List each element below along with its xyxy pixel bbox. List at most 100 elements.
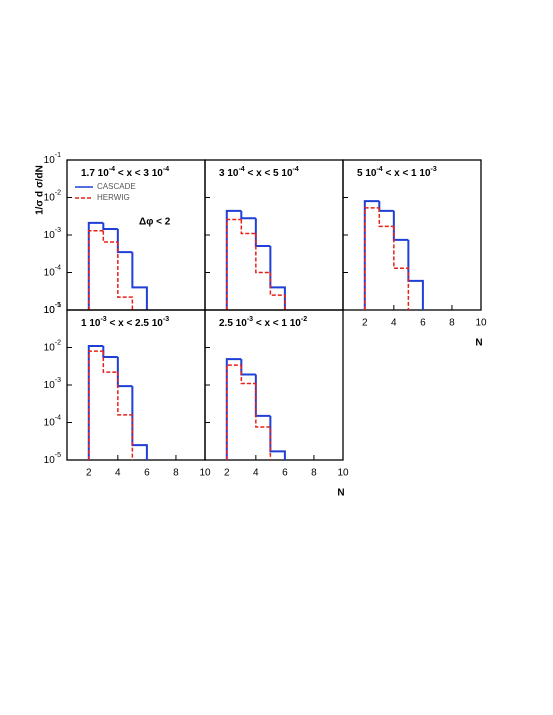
title-text: < x < 1 10: [253, 318, 301, 329]
panel-title: 1.7 10-4 < x < 3 10-4: [81, 166, 169, 179]
y-axis-label: 1/σ d σ/dN: [35, 165, 46, 215]
title-text: 5 10: [357, 168, 377, 179]
title-text: < x < 1 10: [383, 168, 431, 179]
histogram-bin: [392, 210, 409, 241]
panel-frame: [204, 309, 344, 461]
panel-title: 3 10-4 < x < 5 10-4: [219, 166, 299, 179]
panel-title: 2.5 10-3 < x < 1 10-2: [219, 316, 307, 329]
histogram-bin: [87, 221, 104, 310]
x-tick-label: 4: [115, 468, 121, 479]
panel-frame: [66, 309, 206, 461]
histogram-bin: [88, 350, 104, 460]
histogram-bin: [378, 201, 394, 212]
title-exponent: -3: [163, 316, 169, 323]
y-tick-base: 10: [44, 417, 56, 428]
histogram-bin: [131, 386, 148, 460]
y-tick-base: 10: [44, 267, 56, 278]
title-text: 1.7 10: [81, 168, 109, 179]
histogram-bin: [225, 209, 242, 310]
histogram-bin: [378, 207, 394, 228]
panel-title: 1 10-3 < x < 2.5 10-3: [81, 316, 169, 329]
histogram-bin: [240, 219, 256, 235]
annotation: Δφ < 2: [139, 217, 171, 228]
x-tick-label: 2: [86, 468, 92, 479]
histogram-bin: [255, 233, 271, 274]
y-tick-label: 10-2: [44, 339, 61, 353]
histogram-bin: [102, 222, 118, 230]
y-tick-exponent: -5: [55, 452, 61, 459]
y-tick-base: 10: [44, 455, 56, 466]
histogram-bin: [131, 252, 148, 310]
histogram-bin: [117, 242, 134, 310]
histogram-bin: [102, 230, 118, 243]
x-tick-label: 8: [311, 468, 317, 479]
title-exponent: -4: [376, 166, 382, 173]
y-tick-label: 10-4: [44, 414, 61, 428]
x-tick-label: 4: [253, 468, 259, 479]
x-tick-label: 6: [282, 468, 288, 479]
y-tick-label: 10-5: [44, 452, 61, 466]
x-tick-label: 2: [224, 468, 230, 479]
y-tick-label: 10-5: [44, 302, 61, 316]
title-text: 1 10: [81, 318, 101, 329]
y-tick-label: 10-1: [44, 302, 61, 316]
title-text: < x < 5 10: [245, 168, 293, 179]
x-tick-label: 10: [475, 318, 487, 329]
histogram-bin: [88, 229, 104, 310]
y-tick-base: 10: [44, 192, 56, 203]
x-tick-label: 10: [337, 468, 349, 479]
y-tick-label: 10-2: [44, 189, 61, 203]
histogram-bin: [226, 364, 242, 460]
histogram-bin: [240, 359, 256, 376]
y-tick-base: 10: [44, 155, 56, 166]
title-exponent: -4: [293, 166, 299, 173]
y-tick-label: 10-4: [44, 264, 61, 278]
x-tick-label: 6: [420, 318, 426, 329]
panel-title: 5 10-4 < x < 1 10-3: [357, 166, 437, 179]
histogram-bin: [254, 218, 271, 247]
y-tick-base: 10: [44, 230, 56, 241]
legend-label: HERWIG: [97, 193, 130, 202]
x-axis-label: N: [475, 338, 482, 349]
histogram-bin: [117, 372, 134, 460]
title-exponent: -4: [109, 166, 115, 173]
x-tick-label: 4: [391, 318, 397, 329]
y-tick-exponent: -4: [55, 414, 61, 421]
y-tick-exponent: -4: [55, 264, 61, 271]
histogram-bin: [225, 358, 242, 460]
histogram-bin: [102, 345, 118, 358]
x-tick-label: 8: [449, 318, 455, 329]
x-tick-label: 2: [362, 318, 368, 329]
title-text: < x < 2.5 10: [107, 318, 164, 329]
histogram-bin: [363, 200, 380, 310]
y-tick-exponent: -2: [55, 189, 61, 196]
title-exponent: -3: [431, 166, 437, 173]
y-tick-exponent: -1: [55, 302, 61, 309]
panel-frame: [342, 159, 482, 311]
histogram-bin: [364, 207, 380, 310]
histogram-bin: [226, 218, 242, 310]
y-tick-base: 10: [44, 305, 56, 316]
y-tick-exponent: -5: [55, 302, 61, 309]
y-tick-base: 10: [44, 305, 56, 316]
histogram-bin: [407, 239, 424, 310]
title-exponent: -4: [238, 166, 244, 173]
title-exponent: -3: [247, 316, 253, 323]
x-tick-label: 8: [173, 468, 179, 479]
histogram-bin: [269, 245, 286, 310]
title-text: 2.5 10: [219, 318, 247, 329]
histogram-bin: [240, 365, 256, 385]
histogram-bin: [102, 351, 118, 373]
title-exponent: -4: [163, 166, 169, 173]
histogram-bin: [254, 374, 271, 417]
y-tick-base: 10: [44, 342, 56, 353]
y-tick-exponent: -3: [55, 227, 61, 234]
y-tick-base: 10: [44, 380, 56, 391]
y-tick-exponent: -2: [55, 339, 61, 346]
histogram-bin: [116, 228, 133, 254]
title-exponent: -2: [301, 316, 307, 323]
y-tick-label: 10-3: [44, 227, 61, 241]
x-axis-label: N: [337, 488, 344, 499]
y-tick-label: 10-3: [44, 377, 61, 391]
